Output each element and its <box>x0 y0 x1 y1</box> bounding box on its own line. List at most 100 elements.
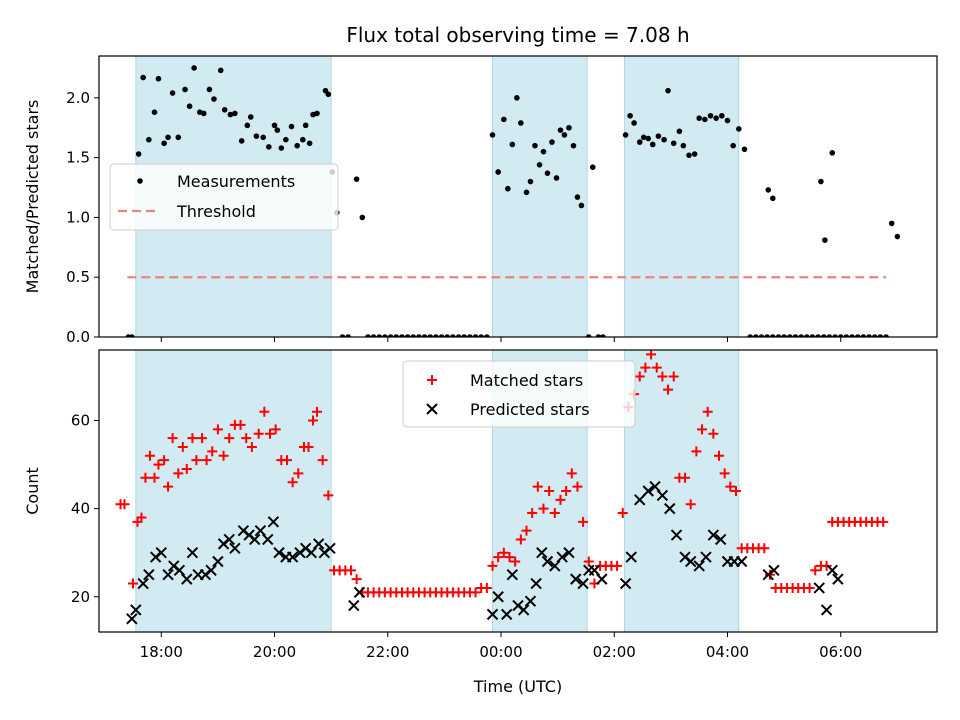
measurements-point <box>294 142 300 149</box>
matched-stars-point <box>538 503 549 514</box>
predicted-stars-point <box>262 533 274 546</box>
measurements-point <box>376 334 383 337</box>
measurements-point <box>175 134 182 141</box>
matched-stars-point <box>697 424 708 435</box>
measurements-point <box>283 136 289 143</box>
matched-stars-point <box>153 459 164 470</box>
matched-stars-point <box>702 406 713 417</box>
measurements-point <box>553 175 560 181</box>
predicted-stars-point <box>832 573 844 585</box>
matched-stars-point <box>719 468 730 479</box>
measurements-point <box>467 334 473 337</box>
measurements-point <box>288 123 295 130</box>
measurements-point <box>416 334 422 337</box>
measurements-point <box>421 334 428 337</box>
measurements-point <box>570 142 577 149</box>
predicted-stars-point <box>656 489 669 502</box>
measurements-point <box>345 334 351 337</box>
predicted-stars-point <box>143 569 155 581</box>
measurements-point <box>365 334 371 337</box>
x-tick-label: 06:00 <box>819 643 862 661</box>
matched-stars-point <box>270 424 281 435</box>
predicted-stars-point <box>700 551 712 563</box>
predicted-stars-point <box>506 569 519 581</box>
measurements-point <box>501 116 507 123</box>
measurements-point <box>557 127 564 133</box>
matched-stars-point <box>281 455 292 466</box>
predicted-stars-point <box>684 555 697 568</box>
measurements-point <box>211 96 217 102</box>
measurements-point <box>244 122 251 129</box>
measurements-point <box>472 334 479 337</box>
measurements-point <box>877 334 884 337</box>
observing-window-3 <box>623 349 740 633</box>
matched-stars-point <box>878 516 889 527</box>
measurements-point <box>843 334 850 337</box>
matched-stars-point <box>651 362 662 373</box>
predicted-stars-point <box>186 546 199 559</box>
measurements-point <box>549 139 555 145</box>
x-tick-label: 00:00 <box>479 643 522 661</box>
matched-stars-point <box>345 565 356 576</box>
measurements-point <box>314 110 320 117</box>
measurements-point <box>724 117 731 124</box>
measurements-point <box>382 334 388 337</box>
measurements-point <box>860 334 867 337</box>
bottom-legend-box <box>402 360 636 428</box>
matched-stars-point <box>680 472 691 483</box>
matched-stars-point <box>127 578 138 589</box>
predicted-stars-point <box>826 564 838 577</box>
measurements-point <box>271 122 278 129</box>
x-tick-label: 18:00 <box>140 643 183 661</box>
predicted-stars-point <box>634 494 646 506</box>
legend-measurements-marker <box>137 178 143 184</box>
matched-stars-point <box>287 477 298 488</box>
matched-stars-point <box>259 406 270 417</box>
matched-stars-point <box>730 486 741 496</box>
measurements-point <box>854 334 861 337</box>
measurements-point <box>433 334 439 337</box>
matched-stars-point <box>177 441 188 452</box>
matched-stars-point <box>197 433 208 444</box>
x-tick-label: 02:00 <box>593 643 636 661</box>
legend-matched-marker <box>427 375 437 385</box>
measurements-point <box>655 133 662 139</box>
measurements-point <box>514 95 520 101</box>
measurements-point <box>169 90 176 96</box>
predicted-stars-point <box>642 485 654 497</box>
measurements-point <box>781 334 787 337</box>
matched-stars-point <box>685 499 696 510</box>
measurements-point <box>820 334 827 337</box>
matched-stars-point <box>293 468 304 479</box>
predicted-stars-point <box>173 564 186 577</box>
matched-stars-point <box>555 494 566 505</box>
measurements-point <box>775 334 782 337</box>
matched-stars-point <box>167 433 178 444</box>
predicted-stars-point <box>305 546 318 559</box>
predicted-stars-point <box>570 573 582 585</box>
matched-stars-point <box>668 371 679 382</box>
measurements-point <box>278 145 285 151</box>
bottom-y-tick-label: 20 <box>71 588 90 606</box>
matched-stars-point <box>149 472 160 483</box>
legend-predicted-marker <box>426 403 438 415</box>
matched-stars-point <box>544 486 555 496</box>
measurements-point <box>832 334 838 337</box>
measurements-point <box>478 334 484 337</box>
measurements-point <box>736 126 742 132</box>
measurements-point <box>566 124 572 131</box>
x-axis-label: Time (UTC) <box>473 677 562 696</box>
matched-stars-point <box>487 560 498 571</box>
measurements-point <box>155 75 162 82</box>
matched-stars-point <box>510 556 521 567</box>
measurements-point <box>640 134 647 141</box>
matched-stars-point <box>708 428 719 439</box>
matched-stars-point <box>140 472 151 483</box>
predicted-stars-point <box>541 555 554 568</box>
predicted-stars-point <box>563 546 575 559</box>
measurements-point <box>719 112 725 119</box>
predicted-stars-point <box>820 604 833 616</box>
matched-stars-point <box>470 587 481 598</box>
measurements-point <box>809 334 816 337</box>
measurements-point <box>600 334 606 337</box>
